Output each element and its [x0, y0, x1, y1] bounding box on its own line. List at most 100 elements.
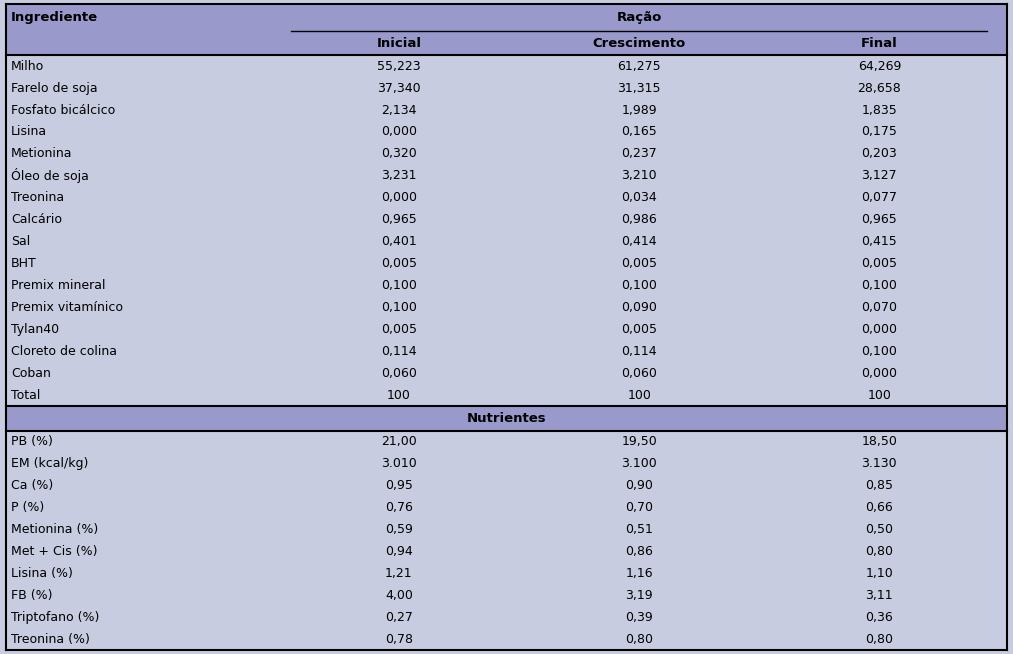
Text: 0,320: 0,320 [381, 147, 416, 160]
Bar [6, 121, 1007, 143]
Text: Ca (%): Ca (%) [11, 479, 54, 492]
Text: Total: Total [11, 388, 41, 402]
Bar [6, 209, 1007, 231]
Text: 0,100: 0,100 [861, 279, 898, 292]
Text: 0,175: 0,175 [861, 126, 898, 139]
Text: Coban: Coban [11, 367, 51, 380]
Text: 0,005: 0,005 [381, 257, 417, 270]
Text: PB (%): PB (%) [11, 435, 53, 448]
Text: 0,965: 0,965 [861, 213, 898, 226]
Text: Metionina: Metionina [11, 147, 73, 160]
Text: 61,275: 61,275 [617, 60, 660, 73]
Text: 4,00: 4,00 [385, 589, 413, 602]
Bar [6, 496, 1007, 519]
Text: 0,94: 0,94 [385, 545, 412, 558]
Text: 3.100: 3.100 [621, 457, 657, 470]
Text: Lisina (%): Lisina (%) [11, 567, 73, 579]
Text: 0,070: 0,070 [861, 301, 898, 314]
Text: 3.130: 3.130 [862, 457, 898, 470]
Text: Treonina (%): Treonina (%) [11, 632, 90, 645]
Text: 0,414: 0,414 [621, 235, 657, 248]
Bar [6, 296, 1007, 318]
Text: 0,986: 0,986 [621, 213, 657, 226]
Text: 0,203: 0,203 [861, 147, 898, 160]
Text: 0,78: 0,78 [385, 632, 413, 645]
Text: Nutrientes: Nutrientes [467, 412, 546, 425]
Text: 0,85: 0,85 [865, 479, 893, 492]
Text: BHT: BHT [11, 257, 36, 270]
Text: 0,100: 0,100 [381, 279, 416, 292]
Text: 0,401: 0,401 [381, 235, 416, 248]
Text: Triptofano (%): Triptofano (%) [11, 611, 99, 624]
Text: Premix vitamínico: Premix vitamínico [11, 301, 123, 314]
Text: Ração: Ração [617, 11, 661, 24]
Text: Premix mineral: Premix mineral [11, 279, 105, 292]
Bar [6, 453, 1007, 475]
Bar [6, 562, 1007, 584]
Bar [6, 275, 1007, 296]
Bar [6, 55, 1007, 77]
Text: 0,005: 0,005 [621, 257, 657, 270]
Bar [6, 143, 1007, 165]
Text: 0,000: 0,000 [381, 126, 417, 139]
Text: 0,36: 0,36 [865, 611, 893, 624]
Text: Milho: Milho [11, 60, 45, 73]
Text: 0,51: 0,51 [625, 523, 653, 536]
Text: 0,100: 0,100 [621, 279, 657, 292]
Text: Ingrediente: Ingrediente [11, 11, 98, 24]
Bar [6, 318, 1007, 341]
Text: 2,134: 2,134 [381, 103, 416, 116]
Text: 3,210: 3,210 [621, 169, 657, 182]
Text: Treonina: Treonina [11, 192, 64, 204]
Text: Metionina (%): Metionina (%) [11, 523, 98, 536]
Text: 0,237: 0,237 [621, 147, 657, 160]
Bar [6, 406, 1007, 430]
Text: 1,16: 1,16 [625, 567, 653, 579]
Text: Lisina: Lisina [11, 126, 48, 139]
Bar [6, 341, 1007, 362]
Text: 0,005: 0,005 [381, 323, 417, 336]
Text: 1,989: 1,989 [621, 103, 657, 116]
Bar [6, 165, 1007, 187]
Text: Óleo de soja: Óleo de soja [11, 168, 89, 183]
Text: 0,165: 0,165 [621, 126, 657, 139]
Text: 0,90: 0,90 [625, 479, 653, 492]
Text: Farelo de soja: Farelo de soja [11, 82, 97, 95]
Text: 0,100: 0,100 [381, 301, 416, 314]
Bar [6, 4, 1007, 31]
Bar [6, 519, 1007, 540]
Bar [6, 606, 1007, 628]
Text: 3,19: 3,19 [625, 589, 653, 602]
Text: EM (kcal/kg): EM (kcal/kg) [11, 457, 88, 470]
Text: 100: 100 [387, 388, 411, 402]
Text: 1,10: 1,10 [865, 567, 893, 579]
Text: 21,00: 21,00 [381, 435, 416, 448]
Text: 0,077: 0,077 [861, 192, 898, 204]
Text: Met + Cis (%): Met + Cis (%) [11, 545, 97, 558]
Text: Sal: Sal [11, 235, 30, 248]
Bar [6, 362, 1007, 385]
Text: 0,76: 0,76 [385, 501, 413, 514]
Bar [6, 540, 1007, 562]
Text: 100: 100 [627, 388, 651, 402]
Text: 0,114: 0,114 [621, 345, 657, 358]
Text: 0,66: 0,66 [865, 501, 893, 514]
Bar [6, 187, 1007, 209]
Text: 55,223: 55,223 [377, 60, 420, 73]
Bar [6, 99, 1007, 121]
Text: Tylan40: Tylan40 [11, 323, 59, 336]
Text: 0,000: 0,000 [381, 192, 417, 204]
Text: 31,315: 31,315 [617, 82, 660, 95]
Text: 0,005: 0,005 [861, 257, 898, 270]
Text: 0,39: 0,39 [625, 611, 653, 624]
Text: 0,965: 0,965 [381, 213, 416, 226]
Text: 1,21: 1,21 [385, 567, 412, 579]
Bar [6, 385, 1007, 406]
Text: Cloreto de colina: Cloreto de colina [11, 345, 116, 358]
Text: 0,100: 0,100 [861, 345, 898, 358]
Text: 0,80: 0,80 [865, 632, 893, 645]
Text: 0,86: 0,86 [625, 545, 653, 558]
Text: Fosfato bicálcico: Fosfato bicálcico [11, 103, 115, 116]
Text: 0,114: 0,114 [381, 345, 416, 358]
Text: 0,27: 0,27 [385, 611, 413, 624]
